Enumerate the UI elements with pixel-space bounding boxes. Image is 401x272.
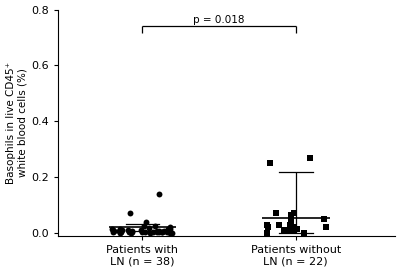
- Point: [118, 230, 124, 234]
- Point: [323, 225, 329, 230]
- Point: [265, 225, 272, 230]
- Point: [142, 220, 149, 224]
- Point: [290, 228, 296, 233]
- Point: [146, 226, 152, 230]
- Point: [265, 225, 271, 230]
- Point: [264, 222, 270, 227]
- Point: [159, 230, 165, 234]
- Point: [152, 224, 158, 228]
- Point: [138, 230, 145, 234]
- Point: [156, 230, 162, 235]
- Point: [288, 213, 294, 217]
- Point: [167, 231, 173, 235]
- Point: [286, 227, 293, 231]
- Point: [167, 227, 174, 231]
- Point: [109, 227, 115, 231]
- Point: [263, 231, 270, 235]
- Point: [288, 218, 294, 222]
- Point: [156, 228, 162, 233]
- Point: [129, 230, 136, 234]
- Point: [280, 228, 287, 232]
- Point: [294, 227, 300, 231]
- Point: [156, 192, 162, 196]
- Point: [109, 228, 116, 232]
- Point: [128, 231, 134, 235]
- Point: [117, 227, 123, 231]
- Point: [117, 231, 124, 235]
- Point: [307, 155, 313, 160]
- Point: [288, 224, 294, 228]
- Point: [125, 227, 131, 232]
- Point: [301, 231, 307, 235]
- Point: [273, 211, 279, 216]
- Point: [116, 229, 122, 234]
- Point: [147, 231, 153, 235]
- Point: [285, 228, 291, 232]
- Point: [154, 228, 160, 233]
- Point: [138, 228, 144, 232]
- Point: [154, 230, 160, 235]
- Point: [110, 230, 116, 234]
- Point: [290, 225, 297, 230]
- Point: [168, 231, 175, 235]
- Point: [161, 229, 167, 233]
- Point: [321, 217, 327, 221]
- Point: [159, 230, 166, 234]
- Point: [287, 222, 293, 227]
- Point: [164, 230, 170, 234]
- Point: [165, 227, 171, 231]
- Point: [267, 161, 273, 165]
- Point: [141, 230, 148, 235]
- Point: [129, 228, 135, 233]
- Point: [126, 230, 132, 234]
- Point: [140, 224, 147, 228]
- Point: [150, 230, 156, 234]
- Y-axis label: Basophils in live CD45⁺
white blood cells (%): Basophils in live CD45⁺ white blood cell…: [6, 62, 27, 184]
- Point: [111, 228, 117, 233]
- Point: [118, 228, 125, 232]
- Point: [126, 211, 133, 216]
- Text: p = 0.018: p = 0.018: [193, 15, 245, 25]
- Point: [290, 211, 297, 216]
- Point: [166, 225, 173, 229]
- Point: [275, 222, 282, 227]
